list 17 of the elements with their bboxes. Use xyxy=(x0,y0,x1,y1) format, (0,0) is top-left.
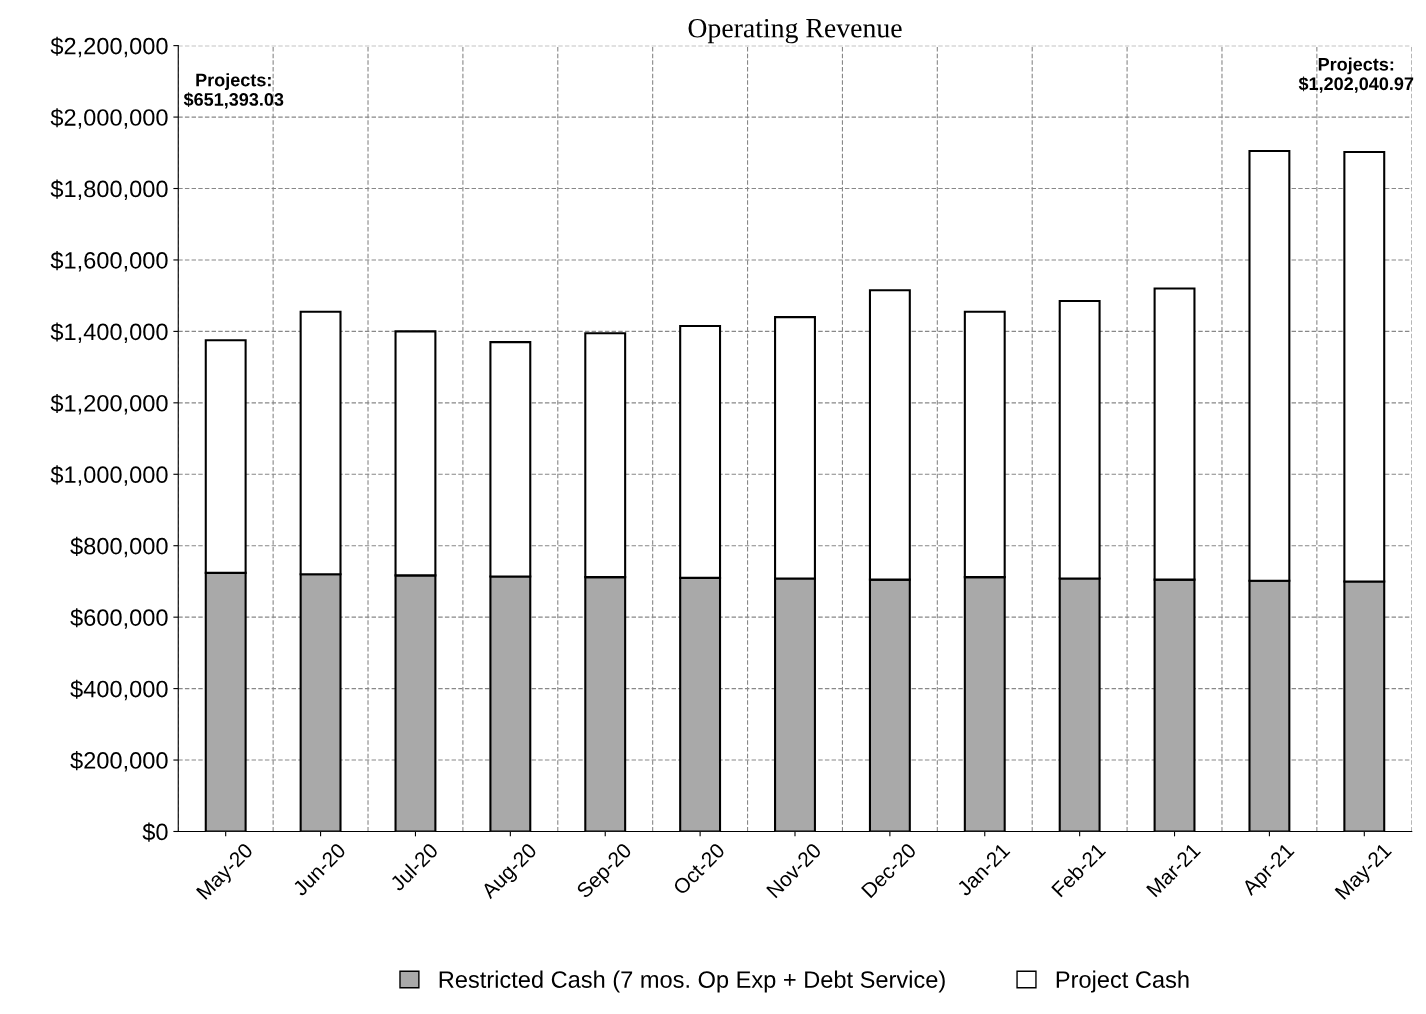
y-tick-label: $600,000 xyxy=(70,608,168,629)
y-tick-label: $1,000,000 xyxy=(50,465,168,486)
y-tick-label: $1,800,000 xyxy=(50,179,168,201)
legend-label: Project Cash xyxy=(1056,970,1189,993)
y-tick-label: $200,000 xyxy=(70,751,168,772)
y-tick-label: $2,000,000 xyxy=(50,108,168,129)
y-tick-label: $1,400,000 xyxy=(50,322,168,343)
chart-title: Operating Revenue xyxy=(688,18,902,44)
y-tick-label: $2,200,000 xyxy=(50,36,168,58)
y-tick-label: $1,200,000 xyxy=(50,393,168,415)
y-tick-label: $400,000 xyxy=(70,679,168,701)
y-tick-label: $800,000 xyxy=(70,536,168,558)
annotation: Projects: $1,202,040.97 xyxy=(1298,57,1414,93)
annotation: Projects: $651,393.03 xyxy=(183,73,284,109)
y-tick-label: $1,600,000 xyxy=(50,251,168,272)
y-tick-label: $0 xyxy=(142,822,168,842)
legend-label: Restricted Cash (7 mos. Op Exp + Debt Service) xyxy=(439,970,945,993)
